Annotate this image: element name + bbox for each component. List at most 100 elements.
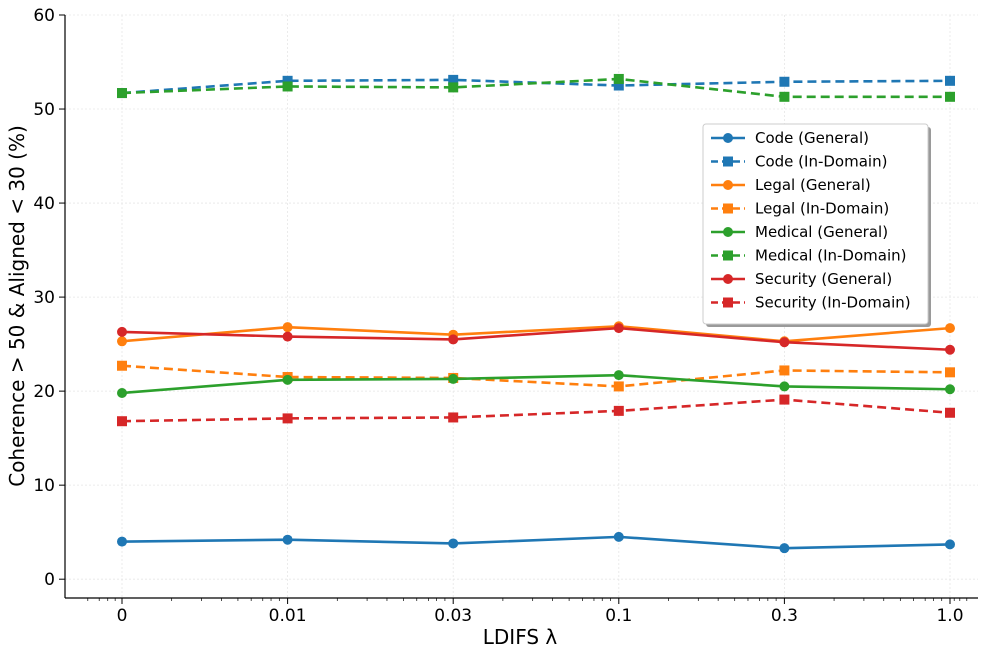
legend-entry: Code (In-Domain) (711, 153, 887, 171)
y-axis-label: Coherence > 50 & Aligned < 30 (%) (5, 125, 29, 487)
data-point-square (779, 91, 790, 102)
series-line (121, 398, 951, 423)
series-code-in-domain (117, 74, 955, 99)
data-point-circle (779, 543, 790, 554)
data-point-square (945, 407, 955, 418)
y-tick-label: 30 (33, 288, 55, 308)
series-line (121, 364, 951, 388)
data-point-circle (945, 384, 955, 395)
x-axis-label: LDIFS λ (483, 625, 558, 649)
legend-entry: Security (General) (711, 270, 892, 288)
data-point-circle (282, 331, 293, 342)
series-code-general (117, 531, 955, 554)
legend-label: Code (General) (755, 129, 869, 147)
legend-entry: Legal (In-Domain) (711, 200, 889, 218)
legend-entry: Legal (General) (711, 176, 871, 194)
x-axis-ticks: 0 0.01 0.03 0.1 0.3 1.0 (117, 598, 964, 626)
legend-entry: Security (In-Domain) (711, 294, 911, 312)
data-point-square (723, 250, 733, 261)
series-security-in-domain (117, 394, 955, 427)
data-point-square (117, 416, 127, 427)
series-medical-general (117, 370, 955, 399)
data-point-circle (282, 322, 293, 333)
data-point-circle (117, 388, 127, 399)
data-point-square (613, 381, 624, 392)
data-point-circle (945, 539, 955, 550)
x-tick-label: 0.3 (771, 606, 798, 626)
data-point-square (779, 76, 790, 87)
legend-entry: Medical (In-Domain) (711, 247, 907, 265)
series-line (121, 78, 951, 95)
data-point-square (117, 360, 127, 371)
legend-entry: Medical (General) (711, 223, 888, 241)
y-tick-label: 20 (33, 382, 55, 402)
y-tick-label: 0 (44, 570, 55, 590)
data-point-square (117, 88, 127, 99)
x-tick-label: 0 (117, 606, 128, 626)
data-point-circle (779, 381, 790, 392)
legend-label: Security (In-Domain) (755, 294, 911, 312)
data-point-circle (723, 133, 733, 143)
legend-entry: Code (General) (711, 129, 869, 147)
data-point-circle (723, 227, 733, 237)
legend-label: Legal (In-Domain) (755, 200, 889, 218)
data-point-square (723, 297, 733, 308)
data-point-square (613, 73, 624, 84)
x-tick-label: 0.03 (434, 606, 472, 626)
x-tick-label: 0.01 (269, 606, 307, 626)
data-point-circle (613, 370, 624, 381)
data-point-square (945, 91, 955, 102)
y-tick-label: 40 (33, 194, 55, 214)
data-point-circle (448, 538, 459, 549)
data-point-square (723, 156, 733, 167)
data-point-circle (282, 374, 293, 385)
data-point-square (945, 75, 955, 86)
legend-label: Medical (General) (755, 223, 888, 241)
axes (64, 15, 978, 599)
data-point-square (945, 367, 955, 378)
y-tick-label: 60 (33, 6, 55, 26)
data-point-circle (117, 326, 127, 337)
legend-box (702, 123, 929, 325)
data-point-square (282, 75, 293, 86)
y-tick-label: 50 (33, 100, 55, 120)
legend-label: Security (General) (755, 270, 892, 288)
data-point-square (282, 81, 293, 92)
data-point-square (448, 74, 459, 85)
series-lines (117, 73, 955, 554)
data-point-circle (779, 337, 790, 348)
series-line (121, 373, 951, 395)
x-tick-label: 0.1 (605, 606, 632, 626)
series-medical-in-domain (117, 73, 955, 102)
data-point-circle (613, 531, 624, 542)
data-point-circle (282, 534, 293, 545)
data-point-circle (448, 334, 459, 345)
legend-label: Legal (General) (755, 176, 871, 194)
data-point-square (723, 203, 733, 214)
legend-label: Code (In-Domain) (755, 153, 887, 171)
data-point-circle (723, 274, 733, 284)
legend: Code (General) Code (In-Domain) Legal (Gen… (702, 123, 931, 327)
data-point-square (613, 405, 624, 416)
data-point-circle (117, 336, 127, 347)
data-point-square (613, 80, 624, 91)
x-tick-label: 1.0 (936, 606, 963, 626)
series-line (121, 326, 951, 352)
data-point-square (779, 365, 790, 376)
series-line (121, 77, 950, 99)
y-axis-ticks: 0 10 20 30 40 50 60 (33, 6, 65, 590)
series-security-general (117, 323, 955, 355)
data-point-square (448, 82, 459, 93)
data-point-square (779, 394, 790, 405)
data-point-circle (448, 373, 459, 384)
series-line (121, 324, 951, 343)
y-tick-label: 10 (33, 476, 55, 496)
data-point-circle (945, 323, 955, 334)
data-point-circle (945, 344, 955, 355)
data-point-circle (117, 536, 127, 547)
series-line (121, 535, 951, 550)
data-point-circle (723, 180, 733, 190)
data-point-square (448, 412, 459, 423)
data-point-circle (613, 323, 624, 334)
